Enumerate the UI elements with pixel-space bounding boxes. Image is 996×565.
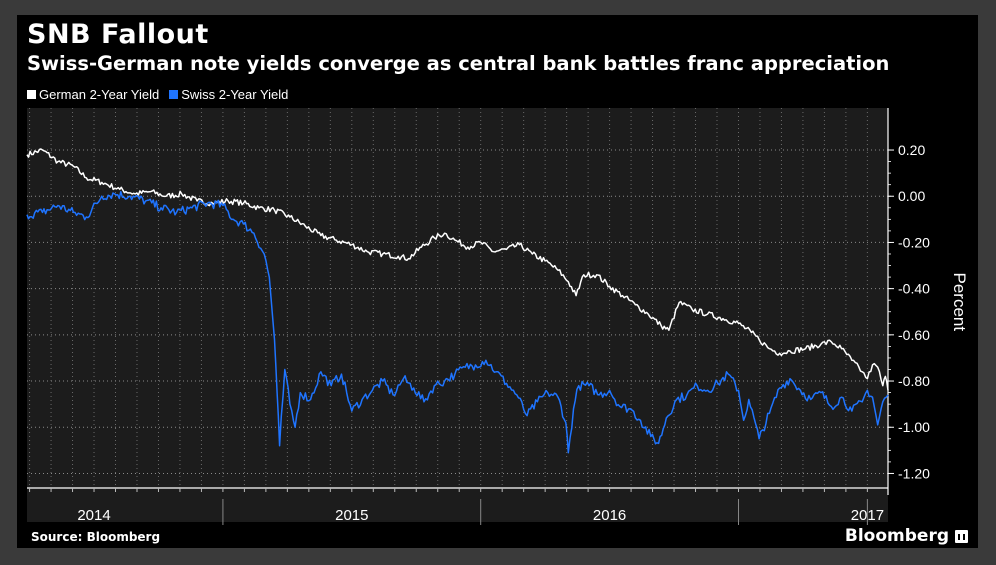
x-tick-label: 2017 — [851, 507, 884, 524]
source-note: Source: Bloomberg — [31, 530, 161, 544]
chart-frame: SNB Fallout Swiss-German note yields con… — [17, 15, 978, 548]
legend: German 2-Year Yield Swiss 2-Year Yield — [27, 87, 298, 102]
legend-item-swiss: Swiss 2-Year Yield — [169, 87, 288, 102]
x-tick-label: 2015 — [335, 507, 368, 524]
brand-logo: Bloomberg — [845, 526, 968, 546]
y-axis-label: Percent — [950, 273, 969, 332]
x-tick-label: 2016 — [593, 507, 626, 524]
y-tick-label: 0.00 — [898, 188, 925, 204]
brand-icon — [955, 529, 968, 543]
brand-text: Bloomberg — [844, 526, 949, 546]
x-tick-label: 2014 — [77, 507, 110, 524]
y-tick-label: -0.60 — [898, 327, 930, 343]
y-tick-label: 0.20 — [898, 142, 925, 158]
y-tick-label: -0.20 — [898, 234, 930, 250]
plot-background — [27, 108, 888, 522]
legend-item-german: German 2-Year Yield — [27, 87, 159, 102]
legend-swatch-swiss — [169, 90, 179, 99]
y-tick-label: -1.00 — [898, 419, 930, 435]
legend-label-german: German 2-Year Yield — [39, 87, 160, 102]
line-chart: 0.20 0.00 -0.20 -0.40 -0.60 -0.80 -1.00 -1.20 Pe… — [26, 108, 969, 525]
y-tick-label: -1.20 — [898, 465, 930, 481]
legend-swatch-german — [27, 90, 36, 99]
y-tick-label: -0.80 — [898, 373, 930, 389]
chart-subtitle: Swiss-German note yields converge as cen… — [27, 52, 890, 75]
series-line-swiss — [26, 190, 889, 454]
series-line-german — [26, 148, 889, 391]
legend-label-swiss: Swiss 2-Year Yield — [181, 87, 289, 102]
chart-title: SNB Fallout — [27, 19, 209, 50]
y-tick-label: -0.40 — [898, 281, 930, 297]
